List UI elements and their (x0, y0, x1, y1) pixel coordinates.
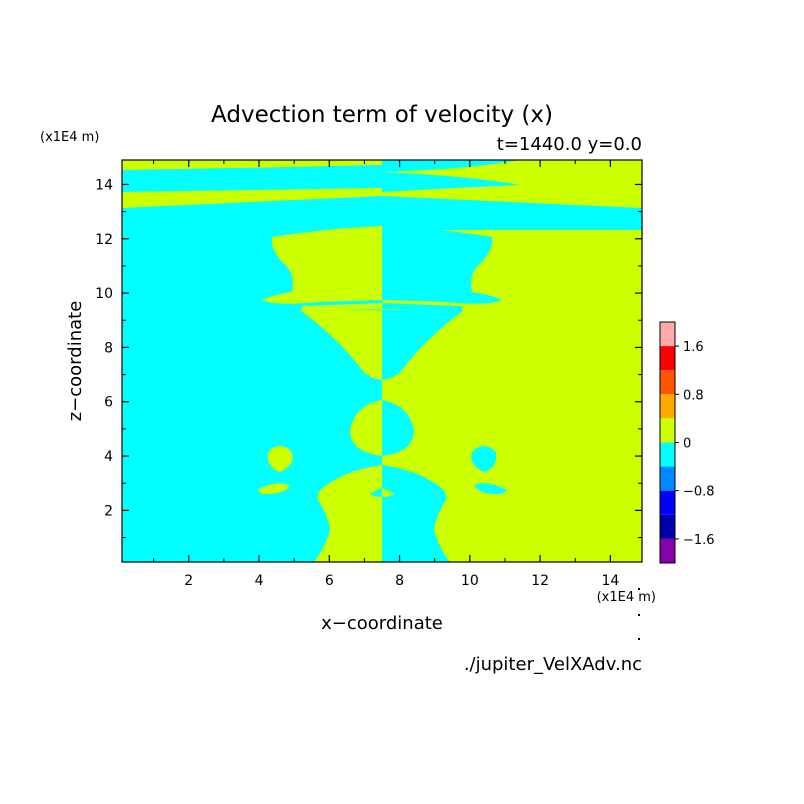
y-tick-label: 10 (95, 286, 113, 302)
x-tick-label: 10 (461, 573, 479, 589)
marker-dot-2 (638, 614, 640, 616)
colorbar-swatch (660, 322, 675, 347)
contour-right-small-blob-a (471, 446, 497, 472)
colorbar-swatch (660, 418, 675, 443)
colorbar-swatch (660, 490, 675, 515)
source-file-label: ./jupiter_VelXAdv.nc (464, 654, 642, 675)
contour-right-mid-blob (382, 400, 414, 456)
y-tick-label: 14 (95, 177, 113, 193)
contour-left-cone (300, 310, 382, 380)
colorbar-swatch (660, 370, 675, 395)
marker-dot-3 (638, 638, 640, 640)
contour-top-band-left (122, 160, 382, 170)
y-tick-label: 4 (104, 449, 113, 465)
x-tick-label: 2 (184, 573, 193, 589)
contour-top-band-cyan-right2 (382, 196, 642, 230)
contour-right-upper-lobe (382, 226, 502, 304)
colorbar-label: 0.8 (683, 388, 704, 403)
contour-stripe-right (382, 303, 462, 311)
chart-subtitle: t=1440.0 y=0.0 (497, 134, 642, 155)
y-unit-label: (x1E4 m) (40, 130, 99, 145)
x-tick-label: 14 (601, 573, 619, 589)
contour-left-small-blob-a (267, 446, 293, 472)
x-tick-label: 6 (325, 573, 334, 589)
colorbar-label: −0.8 (683, 485, 715, 500)
x-axis-label: x−coordinate (321, 613, 443, 634)
x-tick-label: 12 (531, 573, 549, 589)
contour-left-lower-lobe (314, 465, 382, 562)
contour-left-lower-notch (370, 488, 382, 497)
plot-frame (121, 159, 643, 563)
colorbar-label: 1.6 (683, 340, 704, 355)
x-tick-label: 8 (395, 573, 404, 589)
chart-title: Advection term of velocity (x) (211, 102, 553, 128)
x-tick-label: 4 (255, 573, 264, 589)
y-tick-label: 12 (95, 232, 113, 248)
contour-left-mid-blob (350, 400, 382, 456)
colorbar-swatch (660, 538, 675, 563)
contour-right-small-blob-b (474, 483, 507, 495)
colorbar-swatch (660, 466, 675, 491)
y-axis-label: z−coordinate (65, 301, 86, 422)
y-tick-label: 6 (104, 395, 113, 411)
colorbar: 1.6 0.8 0 −0.8 −1.6 (659, 321, 715, 564)
contour-right-cone (382, 310, 464, 380)
plot-area (122, 160, 642, 562)
contour-top-band-mid (122, 188, 382, 208)
contour-stripe-left (302, 303, 382, 311)
marker-dot-1 (638, 588, 640, 590)
y-axis-ticks: 2 4 6 8 10 12 14 (95, 177, 642, 539)
contour-right-lower-lobe (382, 465, 450, 562)
x-axis-ticks: 2 4 6 8 10 12 14 (153, 160, 619, 589)
colorbar-label: −1.6 (683, 533, 715, 548)
contour-left-small-blob-b (257, 483, 290, 495)
colorbar-swatch (660, 346, 675, 371)
colorbar-swatch (660, 442, 675, 467)
y-tick-label: 8 (104, 340, 113, 356)
colorbar-label: 0 (683, 437, 691, 452)
contour-top-band-cyan-right (382, 160, 520, 192)
colorbar-swatch (660, 514, 675, 539)
x-unit-label: (x1E4 m) (597, 590, 656, 605)
y-tick-label: 2 (104, 503, 113, 519)
contour-right-lower-notch (382, 488, 394, 497)
colorbar-swatch (660, 394, 675, 419)
contour-left-upper-lobe (262, 226, 382, 304)
